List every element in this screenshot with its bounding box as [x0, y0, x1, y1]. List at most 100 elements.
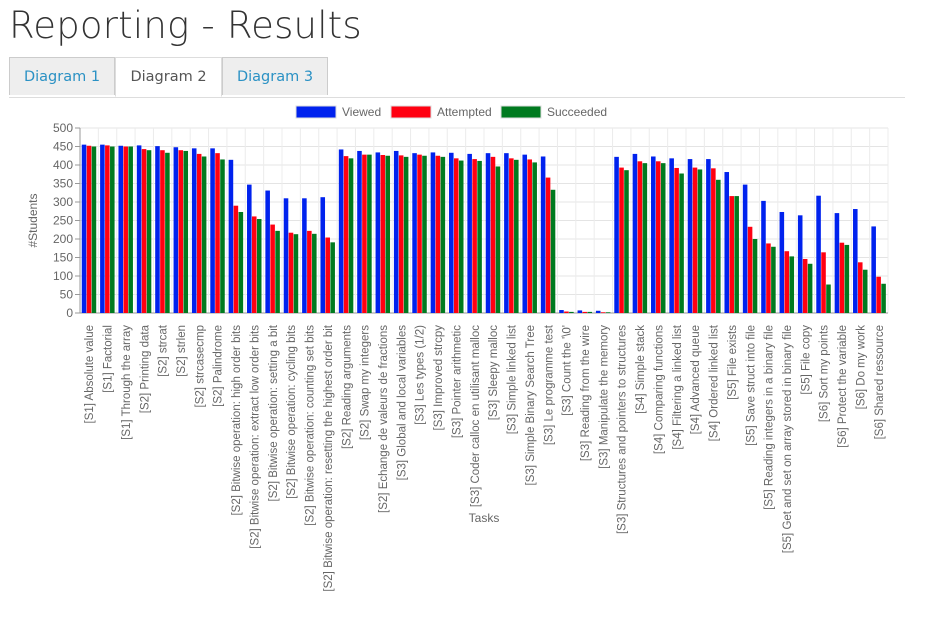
- tab-diagram-3[interactable]: Diagram 3: [222, 57, 328, 95]
- tab-diagram-1[interactable]: Diagram 1: [9, 57, 115, 95]
- legend-label-succeeded: Succeeded: [547, 105, 607, 119]
- bar-attempted-1: [105, 145, 110, 313]
- y-tick-label: 250: [53, 214, 73, 228]
- bar-attempted-10: [270, 224, 275, 313]
- bar-succeeded-2: [128, 146, 133, 313]
- bar-viewed-23: [504, 153, 509, 313]
- x-tick-label: [S2] Bitwise operation: counting set bit…: [305, 325, 317, 526]
- x-tick-label: [S4] Ordered linked list: [709, 324, 721, 441]
- bar-attempted-21: [472, 159, 477, 313]
- bar-attempted-11: [288, 232, 294, 313]
- bar-viewed-29: [614, 156, 619, 313]
- tab-diagram-2[interactable]: Diagram 2: [115, 57, 222, 97]
- bar-succeeded-0: [91, 146, 97, 313]
- bar-succeeded-24: [532, 162, 537, 313]
- bar-succeeded-31: [660, 163, 666, 313]
- x-tick-label: [S2] strcasecmp: [194, 325, 206, 407]
- x-tick-label: [S1] Through the array: [121, 325, 133, 440]
- bar-succeeded-8: [238, 211, 244, 313]
- bar-succeeded-20: [458, 160, 464, 313]
- bar-viewed-24: [522, 154, 528, 313]
- x-tick-label: [S5] File exists: [727, 325, 739, 400]
- bar-succeeded-19: [440, 156, 446, 313]
- y-tick-label: 300: [53, 195, 73, 209]
- x-tick-label: [S3] Les types (1/2): [415, 325, 427, 425]
- x-tick-label: [S3] Count the '\0': [562, 325, 574, 416]
- bar-succeeded-18: [422, 155, 427, 313]
- x-tick-label: [S6] Sort my points: [819, 325, 831, 422]
- bar-succeeded-4: [165, 152, 170, 313]
- bar-succeeded-10: [275, 230, 280, 313]
- bar-attempted-37: [766, 243, 771, 313]
- bar-viewed-9: [247, 184, 252, 313]
- bar-attempted-16: [380, 155, 386, 313]
- bar-attempted-30: [637, 161, 643, 313]
- bar-viewed-26: [559, 310, 564, 313]
- bar-viewed-39: [797, 215, 803, 313]
- bar-attempted-14: [343, 156, 349, 313]
- bar-attempted-25: [545, 177, 551, 313]
- page-title: Reporting - Results: [9, 4, 362, 47]
- bar-viewed-36: [742, 184, 748, 313]
- bar-viewed-16: [375, 152, 381, 313]
- x-tick-label: [S2] strlen: [176, 325, 188, 377]
- x-tick-label: [S2] Bitwise operation: cycling bits: [286, 325, 298, 499]
- bar-attempted-27: [582, 311, 588, 313]
- bar-succeeded-5: [183, 150, 189, 313]
- y-tick-label: 450: [53, 140, 73, 154]
- bar-attempted-36: [747, 226, 753, 313]
- bar-succeeded-11: [293, 234, 299, 313]
- bar-viewed-10: [265, 190, 270, 313]
- bar-attempted-38: [784, 251, 790, 313]
- bar-viewed-37: [761, 200, 766, 313]
- bar-attempted-34: [711, 168, 716, 313]
- x-tick-label: [S3] Simple linked list: [507, 324, 519, 434]
- bar-attempted-24: [527, 159, 532, 313]
- bar-succeeded-7: [220, 159, 225, 313]
- bar-viewed-19: [430, 152, 436, 313]
- bar-viewed-22: [485, 153, 491, 313]
- bar-succeeded-35: [734, 196, 739, 313]
- bar-viewed-5: [173, 147, 179, 313]
- bar-succeeded-1: [110, 146, 115, 313]
- bar-attempted-33: [692, 167, 698, 313]
- y-tick-label: 350: [53, 177, 73, 191]
- bar-viewed-0: [81, 144, 87, 313]
- bar-viewed-8: [228, 159, 234, 313]
- bar-attempted-22: [490, 156, 496, 313]
- legend-label-viewed: Viewed: [342, 105, 381, 119]
- y-axis-title: #Students: [26, 193, 40, 247]
- bar-attempted-0: [86, 145, 92, 313]
- bar-attempted-20: [453, 158, 459, 313]
- bar-viewed-6: [191, 148, 197, 313]
- x-tick-label: [S1] Absolute value: [84, 325, 96, 423]
- bar-attempted-39: [802, 258, 808, 313]
- bar-viewed-12: [302, 198, 307, 313]
- legend-swatch-succeeded: [500, 105, 542, 119]
- y-tick-label: 200: [53, 232, 73, 246]
- bar-succeeded-12: [312, 233, 317, 313]
- bar-succeeded-34: [716, 179, 721, 313]
- bar-succeeded-30: [642, 163, 648, 313]
- bar-succeeded-33: [697, 169, 703, 313]
- bar-attempted-41: [839, 242, 845, 313]
- bar-viewed-18: [412, 153, 417, 313]
- bar-succeeded-23: [514, 159, 519, 313]
- bar-attempted-23: [509, 158, 514, 313]
- x-tick-label: [S2] Reading arguments: [341, 325, 353, 449]
- x-tick-label: [S3] Improved strcpy: [433, 325, 445, 431]
- bar-attempted-3: [141, 149, 147, 313]
- bar-succeeded-26: [569, 311, 574, 313]
- x-tick-label: [S3] Le programme test: [543, 324, 555, 445]
- bar-attempted-2: [123, 146, 128, 313]
- bar-viewed-40: [816, 195, 821, 313]
- bar-succeeded-37: [771, 246, 776, 313]
- diagram-tabs: Diagram 1 Diagram 2 Diagram 3: [9, 57, 905, 98]
- bar-succeeded-40: [826, 284, 831, 313]
- bar-viewed-38: [779, 211, 785, 313]
- bar-succeeded-41: [844, 244, 850, 313]
- bar-succeeded-36: [752, 239, 758, 313]
- bar-viewed-17: [393, 150, 399, 313]
- y-tick-label: 0: [66, 306, 73, 320]
